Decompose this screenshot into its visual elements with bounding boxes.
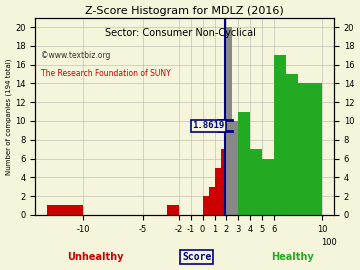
Bar bbox=[208, 187, 215, 215]
Text: Unhealthy: Unhealthy bbox=[67, 252, 123, 262]
Text: Sector: Consumer Non-Cyclical: Sector: Consumer Non-Cyclical bbox=[104, 28, 256, 38]
Bar bbox=[298, 83, 322, 215]
Bar bbox=[244, 177, 251, 215]
Text: Healthy: Healthy bbox=[271, 252, 314, 262]
Text: 100: 100 bbox=[321, 238, 337, 247]
Bar bbox=[215, 168, 221, 215]
Title: Z-Score Histogram for MDLZ (2016): Z-Score Histogram for MDLZ (2016) bbox=[85, 6, 284, 16]
Text: 1.8619: 1.8619 bbox=[192, 121, 224, 130]
Bar bbox=[251, 149, 262, 215]
Bar bbox=[238, 168, 244, 215]
Bar bbox=[262, 158, 274, 215]
Text: The Research Foundation of SUNY: The Research Foundation of SUNY bbox=[41, 69, 171, 78]
Text: Score: Score bbox=[182, 252, 211, 262]
Bar bbox=[233, 121, 238, 215]
Bar bbox=[203, 196, 208, 215]
Bar bbox=[226, 27, 233, 215]
Bar bbox=[47, 205, 83, 215]
Y-axis label: Number of companies (194 total): Number of companies (194 total) bbox=[5, 58, 12, 174]
Bar bbox=[274, 55, 286, 215]
Bar bbox=[167, 205, 179, 215]
Bar bbox=[286, 74, 298, 215]
Text: ©www.textbiz.org: ©www.textbiz.org bbox=[41, 51, 111, 60]
Bar bbox=[238, 112, 251, 215]
Bar bbox=[221, 149, 226, 215]
